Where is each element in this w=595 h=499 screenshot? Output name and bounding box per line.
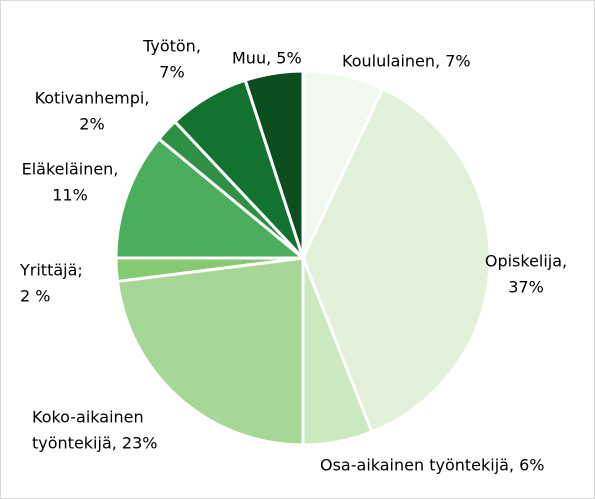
slice-label: Yrittäjä;	[19, 261, 83, 280]
slice-label: Muu, 5%	[232, 49, 302, 68]
slice-label: 37%	[508, 278, 544, 297]
slice-label: 7%	[159, 63, 184, 82]
slice-label: 2%	[79, 115, 104, 134]
slice-label: Kotivanhempi,	[35, 89, 150, 108]
slice-label: Koko-aikainen	[32, 408, 144, 427]
slice-label: 2 %	[20, 287, 50, 306]
slice-label: Työtön,	[142, 37, 201, 56]
slice-label: Osa-aikainen työntekijä, 6%	[320, 456, 545, 475]
slice-label: Koululainen, 7%	[342, 52, 471, 71]
slice-label: Eläkeläinen,	[22, 160, 119, 179]
slice-label: 11%	[52, 186, 88, 205]
pie-slice	[243, 69, 305, 259]
slice-label: työntekijä, 23%	[32, 434, 157, 453]
pie-slice	[301, 86, 492, 434]
pie-slice	[115, 256, 305, 447]
pie-slice	[114, 136, 308, 260]
slice-label: Opiskelija,	[485, 252, 567, 271]
